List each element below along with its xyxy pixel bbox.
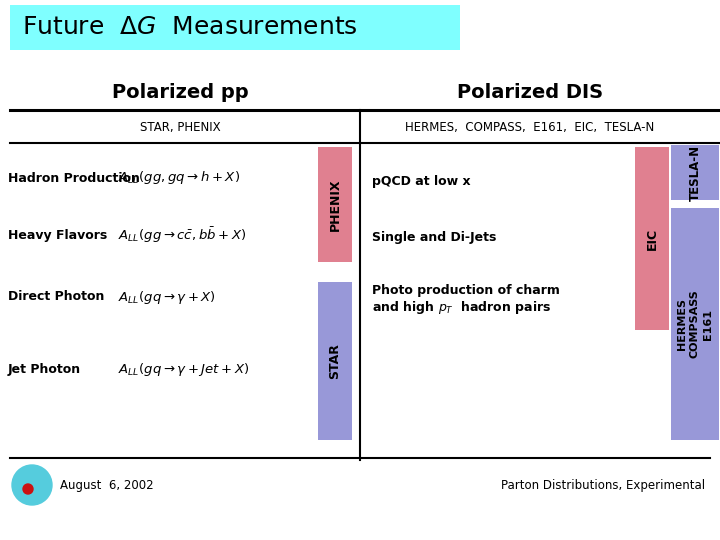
FancyBboxPatch shape xyxy=(10,5,460,50)
Text: Polarized DIS: Polarized DIS xyxy=(457,84,603,103)
Text: Heavy Flavors: Heavy Flavors xyxy=(8,228,107,241)
Circle shape xyxy=(12,465,52,505)
Text: PHENIX: PHENIX xyxy=(328,178,341,231)
Text: $A_{LL}(gg \rightarrow c\bar{c}, b\bar{b}+X)$: $A_{LL}(gg \rightarrow c\bar{c}, b\bar{b… xyxy=(118,225,246,245)
Text: pQCD at low x: pQCD at low x xyxy=(372,176,471,188)
Text: Future  $\Delta G$  Measurements: Future $\Delta G$ Measurements xyxy=(22,15,358,39)
Text: $A_{LL}(gq \rightarrow \gamma+X)$: $A_{LL}(gq \rightarrow \gamma+X)$ xyxy=(118,288,216,306)
Text: Polarized pp: Polarized pp xyxy=(112,84,248,103)
FancyBboxPatch shape xyxy=(671,145,719,200)
Text: August  6, 2002: August 6, 2002 xyxy=(60,478,153,491)
FancyBboxPatch shape xyxy=(318,147,352,262)
FancyBboxPatch shape xyxy=(671,208,719,440)
Text: Parton Distributions, Experimental: Parton Distributions, Experimental xyxy=(501,478,705,491)
Text: HERMES,  COMPASS,  E161,  EIC,  TESLA-N: HERMES, COMPASS, E161, EIC, TESLA-N xyxy=(405,120,654,133)
Text: Direct Photon: Direct Photon xyxy=(8,291,104,303)
FancyBboxPatch shape xyxy=(318,282,352,440)
Text: $A_{LL}(gg, gq \rightarrow h+X)$: $A_{LL}(gg, gq \rightarrow h+X)$ xyxy=(118,170,240,186)
Circle shape xyxy=(23,484,33,494)
Text: $A_{LL}(gq \rightarrow \gamma+Jet+X)$: $A_{LL}(gq \rightarrow \gamma+Jet+X)$ xyxy=(118,361,249,379)
Text: Single and Di-Jets: Single and Di-Jets xyxy=(372,231,496,244)
Text: EIC: EIC xyxy=(646,227,659,249)
Text: HERMES
COMPSASS
E161: HERMES COMPSASS E161 xyxy=(677,289,714,359)
Text: Photo production of charm
and high $p_T$  hadron pairs: Photo production of charm and high $p_T$… xyxy=(372,284,560,316)
FancyBboxPatch shape xyxy=(635,147,669,330)
Text: TESLA-N: TESLA-N xyxy=(688,144,701,200)
Text: STAR, PHENIX: STAR, PHENIX xyxy=(140,120,220,133)
Text: Hadron Production: Hadron Production xyxy=(8,172,140,185)
Text: Jet Photon: Jet Photon xyxy=(8,363,81,376)
Text: STAR: STAR xyxy=(328,343,341,379)
